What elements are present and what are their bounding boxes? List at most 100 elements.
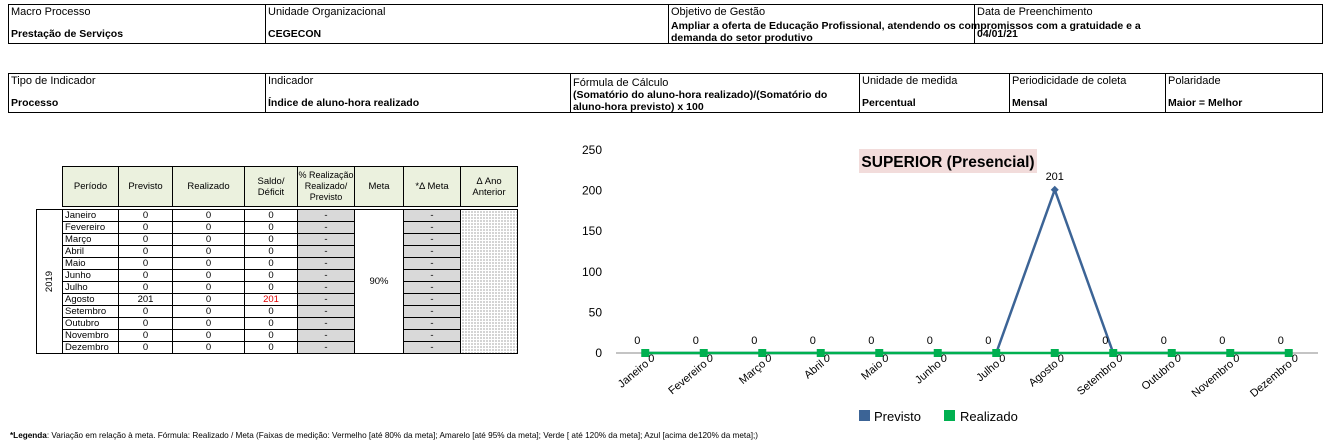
cell-delta-meta: -: [403, 293, 461, 306]
x-tick-label: Dezembro: [1248, 358, 1295, 400]
data-value: 04/01/21: [977, 28, 1018, 40]
data-label-realizado: 0: [1058, 353, 1064, 365]
cell-realizado: 0: [172, 209, 245, 222]
cell-percentual: -: [297, 269, 355, 282]
periodicidade-box: Periodicidade de coleta Mensal: [1009, 73, 1166, 113]
cell-saldo: 0: [244, 317, 298, 330]
tipo-value: Processo: [11, 97, 59, 109]
formula-box: Fórmula de Cálculo (Somatório do aluno-h…: [570, 73, 860, 113]
data-label-realizado: 0: [765, 353, 771, 365]
table-row: Julho 0 0 0- -: [37, 281, 518, 294]
x-tick-label: Novembro: [1190, 358, 1237, 400]
cell-saldo: 0: [244, 305, 298, 318]
table-row: Março 0 0 0- -: [37, 233, 518, 246]
x-tick-label: Fevereiro: [666, 358, 709, 397]
data-label-previsto: 0: [751, 335, 757, 347]
col-delta-meta: *Δ Meta: [403, 166, 461, 207]
cell-realizado: 0: [172, 305, 245, 318]
col-periodo: Período: [62, 166, 119, 207]
x-tick-label: Julho: [974, 358, 1002, 384]
col-meta: Meta: [354, 166, 404, 207]
cell-mes: Novembro: [62, 329, 119, 342]
col-saldo: Saldo/Déficit: [244, 166, 298, 207]
year-header-blank: [36, 166, 63, 207]
cell-delta-meta: -: [403, 233, 461, 246]
x-tick-label: Junho: [913, 358, 944, 386]
x-tick-label: Agosto: [1027, 358, 1061, 389]
data-label-realizado: 0: [648, 353, 654, 365]
cell-saldo: 0: [244, 329, 298, 342]
cell-previsto: 0: [118, 257, 173, 270]
cell-mes: Fevereiro: [62, 221, 119, 234]
data-label-realizado: 0: [999, 353, 1005, 365]
data-label-previsto: 0: [868, 335, 874, 347]
formula-value-line1: (Somatório do aluno-hora realizado)/(Som…: [573, 89, 828, 101]
x-tick-label: Outubro: [1140, 358, 1178, 393]
cell-previsto: 0: [118, 281, 173, 294]
y-tick-label: 250: [582, 143, 602, 157]
point-realizado: [1226, 349, 1235, 357]
table-header-row: Período Previsto Realizado Saldo/Déficit…: [36, 166, 518, 207]
formula-label: Fórmula de Cálculo: [573, 77, 669, 89]
legend-swatch-realizado: [944, 410, 955, 421]
data-label-realizado: 0: [1292, 353, 1298, 365]
unidade-label: Unidade Organizacional: [268, 6, 386, 18]
unidade-value: CEGECON: [268, 28, 322, 40]
periodicidade-value: Mensal: [1012, 97, 1048, 109]
cell-delta-meta: -: [403, 329, 461, 342]
cell-realizado: 0: [172, 233, 245, 246]
point-realizado: [1050, 349, 1059, 357]
y-tick-label: 150: [582, 224, 602, 238]
legend-label-previsto: Previsto: [874, 409, 921, 424]
cell-delta-ano: [460, 209, 518, 354]
macro-processo-value: Prestação de Serviços: [11, 28, 124, 40]
cell-mes: Setembro: [62, 305, 119, 318]
data-label-realizado: 0: [882, 353, 888, 365]
indicador-value: Índice de aluno-hora realizado: [268, 97, 420, 109]
cell-realizado: 0: [172, 329, 245, 342]
cell-delta-meta: -: [403, 257, 461, 270]
table-row: Outubro 0 0 0- -: [37, 317, 518, 330]
chart-legend: Previsto Realizado: [859, 409, 1018, 424]
table-row: Dezembro 0 0 0- -: [37, 341, 518, 354]
cell-percentual: -: [297, 341, 355, 354]
unidade-medida-label: Unidade de medida: [862, 75, 958, 87]
data-label-previsto: 0: [810, 335, 816, 347]
cell-previsto: 0: [118, 233, 173, 246]
cell-percentual: -: [297, 293, 355, 306]
tipo-box: Tipo de Indicador Processo: [8, 73, 266, 113]
cell-realizado: 0: [172, 293, 245, 306]
data-label-realizado: 0: [1116, 353, 1122, 365]
cell-delta-meta: -: [403, 221, 461, 234]
cell-saldo: 0: [244, 245, 298, 258]
point-realizado: [816, 349, 825, 357]
col-delta-ano: Δ Ano Anterior: [460, 166, 518, 207]
data-label-previsto: 0: [1161, 335, 1167, 347]
cell-percentual: -: [297, 257, 355, 270]
macro-processo-box: Macro Processo Prestação de Serviços: [8, 4, 266, 44]
cell-percentual: -: [297, 329, 355, 342]
data-label-previsto: 0: [1102, 335, 1108, 347]
cell-saldo: 201: [244, 293, 298, 306]
data-label: Data de Preenchimento: [977, 6, 1093, 18]
table-row: Fevereiro 0 0 0- -: [37, 221, 518, 234]
cell-realizado: 0: [172, 317, 245, 330]
col-previsto: Previsto: [118, 166, 173, 207]
cell-meta: 90%: [354, 209, 404, 354]
polaridade-box: Polaridade Maior = Melhor: [1165, 73, 1323, 113]
data-label-realizado: 0: [707, 353, 713, 365]
tipo-label: Tipo de Indicador: [11, 75, 96, 87]
cell-realizado: 0: [172, 257, 245, 270]
polaridade-label: Polaridade: [1168, 75, 1221, 87]
cell-mes: Agosto: [62, 293, 119, 306]
point-realizado: [699, 349, 708, 357]
cell-saldo: 0: [244, 257, 298, 270]
objetivo-label: Objetivo de Gestão: [671, 6, 766, 18]
data-label-previsto: 0: [927, 335, 933, 347]
legend-label-realizado: Realizado: [960, 409, 1018, 424]
cell-mes: Julho: [62, 281, 119, 294]
periodicidade-label: Periodicidade de coleta: [1012, 75, 1127, 87]
cell-realizado: 0: [172, 341, 245, 354]
cell-percentual: -: [297, 305, 355, 318]
table-row: Maio 0 0 0- -: [37, 257, 518, 270]
